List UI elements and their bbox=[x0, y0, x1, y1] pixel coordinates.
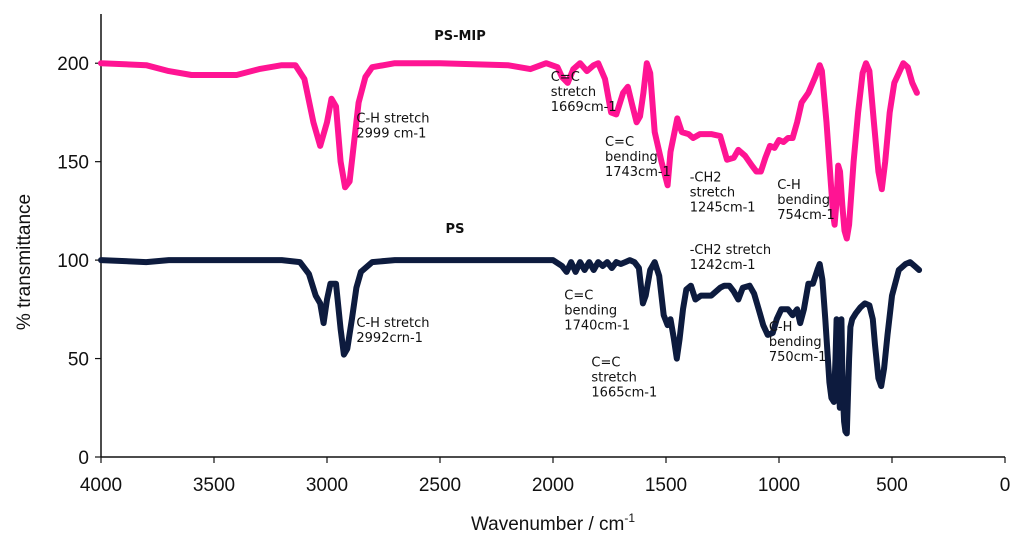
peak-annotation-line: bending bbox=[777, 193, 830, 208]
peak-annotation-line: stretch bbox=[690, 185, 735, 200]
peak-annotation-line: 754cm-1 bbox=[777, 208, 835, 223]
peak-annotation-line: -CH2 bbox=[690, 170, 722, 185]
peak-annotation-line: bending bbox=[564, 303, 617, 318]
tick-layer: 4000 3500 3000 2500 2000 1500 1000 500 0 0 50 100 15… bbox=[57, 54, 1010, 496]
peak-annotation-line: 1242cm-1 bbox=[690, 258, 756, 273]
series-line-ps-mip bbox=[98, 60, 920, 242]
x-axis-label: Wavenumber / cm-1 bbox=[471, 511, 635, 535]
peak-annotation-line: bending bbox=[605, 150, 658, 165]
series-label-ps-mip: PS-MIP bbox=[434, 29, 486, 44]
x-tick-label: 0 bbox=[1000, 475, 1011, 496]
peak-annotation-line: C=C bbox=[605, 135, 634, 150]
peak-annotation-line: stretch bbox=[551, 85, 596, 100]
peak-annotation: C-H stretch 2999 cm-1 bbox=[356, 111, 429, 141]
peak-annotation: -CH2 stretch 1245cm-1 bbox=[690, 170, 756, 215]
peak-annotation-line: C-H stretch bbox=[356, 111, 429, 126]
peak-annotation-line: -CH2 stretch bbox=[690, 243, 771, 258]
peak-annotation-line: bending bbox=[769, 335, 822, 350]
x-tick-label: 1000 bbox=[758, 475, 800, 496]
y-tick-label: 50 bbox=[68, 350, 89, 371]
peak-annotation: C=C bending 1740cm-1 bbox=[564, 288, 630, 333]
axes bbox=[100, 14, 1005, 458]
y-tick-label: 100 bbox=[57, 251, 89, 272]
peak-annotation: C-H stretch 2992crn-1 bbox=[356, 316, 429, 346]
peak-annotation: C=C stretch 1669cm-1 bbox=[551, 70, 617, 115]
peak-annotation-line: C-H stretch bbox=[356, 316, 429, 331]
peak-annotation: C=C stretch 1665cm-1 bbox=[591, 355, 657, 400]
series-layer bbox=[98, 60, 923, 437]
x-tick-label: 2000 bbox=[532, 475, 574, 496]
peak-annotation-line: C=C bbox=[564, 288, 593, 303]
x-tick-label: 4000 bbox=[80, 475, 122, 496]
peak-annotation: C=C bending 1743cm-1 bbox=[605, 135, 671, 180]
x-tick-label: 2500 bbox=[419, 475, 461, 496]
y-tick-label: 150 bbox=[57, 153, 89, 174]
x-tick-label: 3500 bbox=[193, 475, 235, 496]
peak-annotation-line: 1743cm-1 bbox=[605, 165, 671, 180]
x-tick-label: 1500 bbox=[645, 475, 687, 496]
peak-annotation-line: 1665cm-1 bbox=[591, 385, 657, 400]
peak-annotation: -CH2 stretch 1242cm-1 bbox=[690, 243, 771, 273]
y-axis-label: % transmittance bbox=[14, 194, 35, 330]
peak-annotation-line: 1740cm-1 bbox=[564, 318, 630, 333]
x-axis-label-superscript: -1 bbox=[624, 511, 635, 525]
peak-annotation-line: C=C bbox=[551, 70, 580, 85]
series-line-ps bbox=[98, 257, 923, 437]
peak-annotation-line: 750cm-1 bbox=[769, 350, 827, 365]
x-tick-label: 500 bbox=[876, 475, 908, 496]
peak-annotation-line: C=C bbox=[591, 355, 620, 370]
y-tick-label: 200 bbox=[57, 54, 89, 75]
peak-annotation-line: 2992crn-1 bbox=[356, 331, 423, 346]
peak-annotation-line: C-H bbox=[777, 178, 801, 193]
peak-annotation-line: 1245cm-1 bbox=[690, 200, 756, 215]
y-tick-label: 0 bbox=[78, 448, 89, 469]
peak-annotation: C-H bending 750cm-1 bbox=[769, 320, 827, 365]
peak-annotation-line: stretch bbox=[591, 370, 636, 385]
peak-annotation: C-H bending 754cm-1 bbox=[777, 178, 835, 223]
peak-annotation-line: 1669cm-1 bbox=[551, 100, 617, 115]
peak-annotation-line: 2999 cm-1 bbox=[356, 126, 426, 141]
peak-annotation-line: C-H bbox=[769, 320, 793, 335]
series-label-ps: PS bbox=[446, 222, 465, 237]
x-tick-label: 3000 bbox=[306, 475, 348, 496]
x-axis-label-text: Wavenumber / cm bbox=[471, 514, 624, 535]
